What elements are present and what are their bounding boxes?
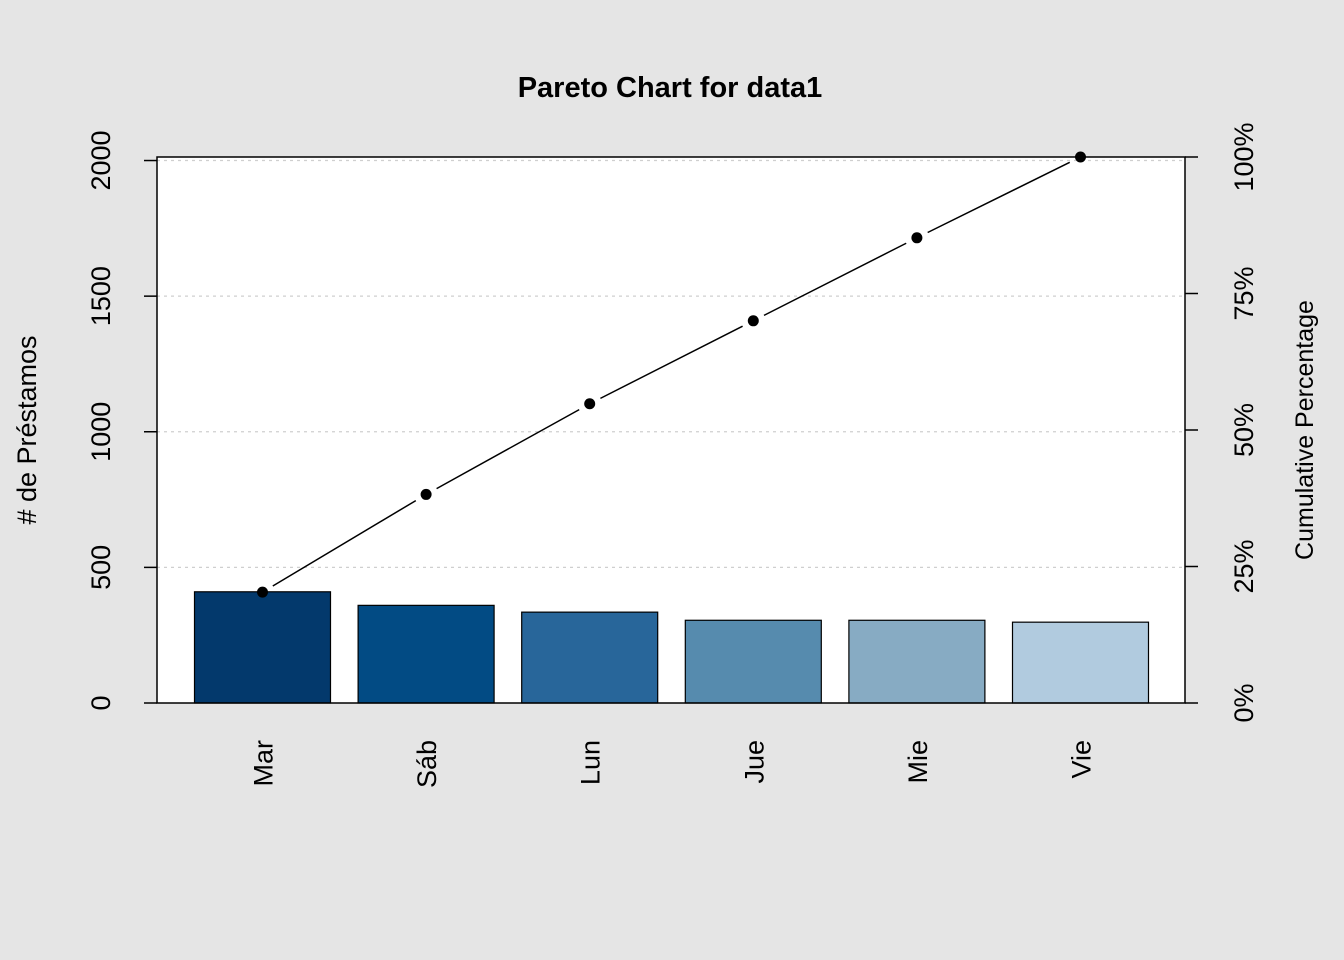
y2-axis-label: Cumulative Percentage <box>1291 300 1319 560</box>
bar-mie <box>848 619 986 704</box>
x-tick-label: Lun <box>576 740 606 785</box>
y2-tick-label: 25% <box>1229 539 1259 593</box>
bar-jue <box>684 619 822 704</box>
x-tick-label: Jue <box>739 740 769 784</box>
x-tick-label: Sáb <box>412 740 442 788</box>
y-tick-label: 2000 <box>86 130 116 190</box>
y2-tick-label: 100% <box>1229 122 1259 191</box>
cumulative-point <box>420 488 432 500</box>
bar-sáb <box>357 604 495 704</box>
chart-title: Pareto Chart for data1 <box>518 72 823 104</box>
cumulative-line <box>257 151 1086 598</box>
y-tick-label: 1000 <box>86 402 116 462</box>
y2-tick-label: 0% <box>1229 683 1259 722</box>
y-tick-label: 500 <box>86 545 116 590</box>
x-axis-labels: Mar Sáb Lun Jue Mie Vie <box>249 740 1097 788</box>
y2-tick-label: 50% <box>1229 403 1259 457</box>
cumulative-segment <box>436 408 580 490</box>
y-tick-label: 1500 <box>86 266 116 326</box>
cumulative-segment <box>927 161 1071 234</box>
cumulative-point <box>257 586 268 598</box>
x-tick-label: Vie <box>1067 740 1097 779</box>
x-tick-label: Mar <box>249 740 279 787</box>
bar-vie <box>1011 621 1150 704</box>
gridlines <box>157 159 1185 568</box>
cumulative-segment <box>272 499 417 587</box>
cumulative-segment <box>763 242 907 317</box>
y-axis-label: # de Préstamos <box>12 335 42 524</box>
bar-lun <box>521 611 659 704</box>
bar-mar <box>193 591 332 704</box>
y-tick-label: 0 <box>86 695 116 710</box>
left-axis: 0 500 1000 1500 2000 <box>86 130 157 711</box>
cumulative-segment <box>600 325 743 400</box>
cumulative-point <box>747 315 759 327</box>
cumulative-point <box>911 232 923 244</box>
y2-tick-label: 75% <box>1229 266 1259 320</box>
right-axis: 0% 25% 50% 75% 100% <box>1185 122 1259 723</box>
cumulative-point <box>584 398 596 410</box>
x-tick-label: Mie <box>903 740 933 784</box>
